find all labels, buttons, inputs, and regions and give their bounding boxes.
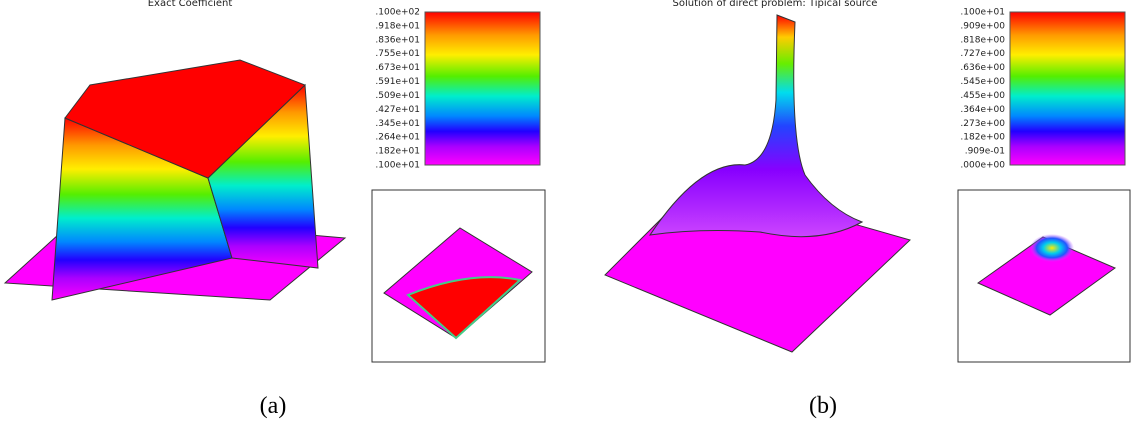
panel-title: Solution of direct problem: Tipical sour… <box>673 0 878 9</box>
colorbar-label: .100e+01 <box>375 161 420 171</box>
panel-a: Exact Coefficient .100e+02 .918e+01 .836e+… <box>3 0 546 419</box>
colorbar-label: .909e+00 <box>960 21 1005 31</box>
colorbar-label: .591e+01 <box>375 77 420 87</box>
colorbar-labels: .100e+01 .909e+00 .818e+00 .727e+00 .636e+00… <box>960 8 1005 171</box>
panel-b: Solution of direct problem: Tipical sour… <box>604 0 1131 419</box>
colorbar <box>424 11 541 166</box>
caption: (b) <box>809 393 837 419</box>
colorbar-label: .264e+01 <box>375 133 420 143</box>
colorbar-label: .836e+01 <box>375 35 420 45</box>
colorbar-label: .509e+01 <box>375 91 420 101</box>
colorbar-label: .182e+01 <box>375 147 420 157</box>
colorbar-label: .545e+00 <box>960 77 1005 87</box>
inset-region <box>406 276 523 340</box>
colorbar-label: .100e+01 <box>960 8 1005 18</box>
colorbar-label: .455e+00 <box>960 91 1005 101</box>
caption: (a) <box>260 393 287 419</box>
colorbar-label: .273e+00 <box>960 119 1005 129</box>
colorbar-label: .673e+01 <box>375 63 420 73</box>
colorbar-label: .345e+01 <box>375 119 420 129</box>
colorbar-label: .636e+00 <box>960 63 1005 73</box>
colorbar-label: .427e+01 <box>375 105 420 115</box>
colorbar-label: .918e+01 <box>375 21 420 31</box>
inset-peak <box>1030 234 1074 262</box>
surface-spike <box>648 14 864 238</box>
inset-plane <box>976 236 1117 316</box>
colorbar-label: .909e-01 <box>965 147 1005 157</box>
colorbar-label: .818e+00 <box>960 35 1005 45</box>
colorbar-label: .727e+00 <box>960 49 1005 59</box>
panel-title: Exact Coefficient <box>148 0 233 9</box>
colorbar-label: .364e+00 <box>960 105 1005 115</box>
colorbar-label: .755e+01 <box>375 49 420 59</box>
colorbar-label: .182e+00 <box>960 133 1005 143</box>
colorbar-label: .000e+00 <box>960 161 1005 171</box>
surface-top <box>64 59 306 179</box>
colorbar-label: .100e+02 <box>375 8 420 18</box>
colorbar-labels: .100e+02 .918e+01 .836e+01 .755e+01 .673e+01… <box>375 8 420 171</box>
colorbar <box>1009 11 1126 166</box>
